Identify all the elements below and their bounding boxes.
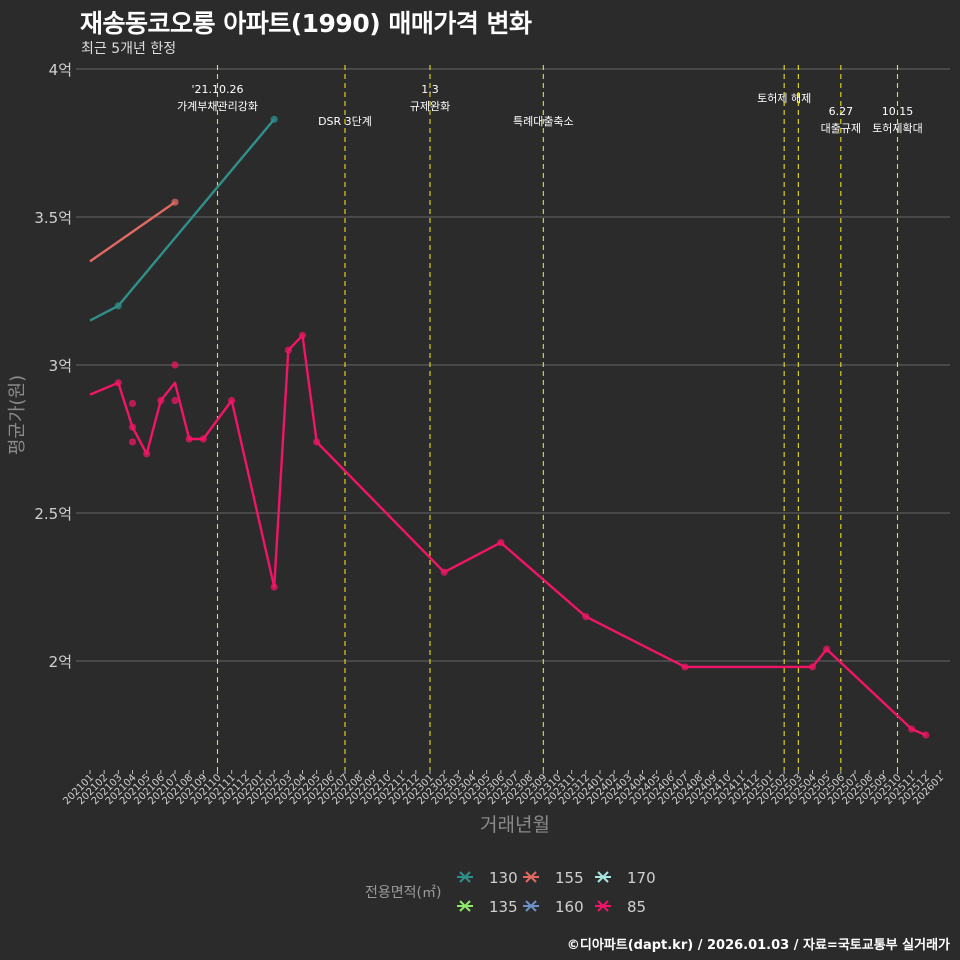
data-point-85 <box>270 583 278 591</box>
legend-key-cross <box>597 900 609 912</box>
legend-key-cross <box>459 900 471 912</box>
series-line-130 <box>89 118 276 322</box>
data-point-85 <box>823 645 831 653</box>
legend-title: 전용면적(㎡) <box>365 885 441 901</box>
legend-key-cross <box>597 871 609 883</box>
data-point-85 <box>185 435 193 443</box>
y-tick-label: 3.5억 <box>34 209 72 227</box>
legend-item-85: 85 <box>595 898 646 916</box>
data-point-85 <box>114 379 122 387</box>
legend-key-cross <box>525 871 537 883</box>
y-tick-label: 2.5억 <box>34 505 72 523</box>
y-tick-label: 4억 <box>49 61 72 79</box>
series-line-155 <box>89 201 176 263</box>
data-point-85 <box>171 361 179 369</box>
event-label: 토허제확대 <box>872 122 923 135</box>
data-point-85 <box>199 435 207 443</box>
event-label: 6.27 <box>829 105 854 118</box>
event-label: 특례대출축소 <box>513 115 574 128</box>
data-point-85 <box>582 613 590 621</box>
legend-label: 85 <box>627 898 646 916</box>
legend-key-cross <box>525 900 537 912</box>
data-point-85 <box>128 438 137 446</box>
event-label: 10.15 <box>882 105 914 118</box>
legend-item-130: 130 <box>457 869 518 887</box>
data-point-85 <box>313 438 321 446</box>
y-tick-label: 2억 <box>49 653 72 671</box>
x-axis-title: 거래년월 <box>480 814 550 836</box>
legend-item-160: 160 <box>523 898 584 916</box>
legend-key-cross <box>459 871 471 883</box>
data-point-85 <box>298 331 307 339</box>
event-label: 토허제 해제 <box>757 91 811 105</box>
event-label: '21.10.26 <box>191 83 243 96</box>
data-point-130 <box>270 115 278 123</box>
data-point-85 <box>681 663 689 671</box>
data-point-85 <box>157 396 165 405</box>
event-label: 규제완화 <box>410 100 450 113</box>
data-point-85 <box>497 539 505 547</box>
data-point-85 <box>128 423 137 431</box>
legend-item-135: 135 <box>457 898 518 916</box>
legend-label: 130 <box>489 869 518 887</box>
data-point-85 <box>808 663 817 671</box>
event-label: 가계부채관리강화 <box>177 100 258 113</box>
event-label: DSR 3단계 <box>318 115 372 128</box>
data-point-155 <box>171 198 179 206</box>
series-line-85 <box>89 334 927 737</box>
chart-title: 재송동코오롱 아파트(1990) 매매가격 변화 <box>80 9 532 38</box>
y-axis-title: 평균가(원) <box>7 375 28 455</box>
legend-label: 160 <box>555 898 584 916</box>
legend-label: 155 <box>555 869 584 887</box>
legend-item-170: 170 <box>595 869 656 887</box>
legend-label: 135 <box>489 898 518 916</box>
source-caption: ©디아파트(dapt.kr) / 2026.01.03 / 자료=국토교통부 실… <box>566 938 950 953</box>
data-point-85 <box>908 725 916 733</box>
legend-item-155: 155 <box>523 869 584 887</box>
data-point-85 <box>440 568 448 576</box>
event-label: 1.3 <box>421 83 439 96</box>
event-label: 대출규제 <box>821 122 861 135</box>
chart-subtitle: 최근 5개년 한정 <box>81 41 177 57</box>
data-point-85 <box>922 731 930 739</box>
data-point-85 <box>284 346 292 354</box>
legend-label: 170 <box>627 869 656 887</box>
data-point-85 <box>128 399 137 408</box>
data-point-85 <box>171 396 179 405</box>
data-point-85 <box>228 396 236 405</box>
data-point-85 <box>143 450 151 458</box>
data-point-130 <box>114 302 122 310</box>
y-tick-label: 3억 <box>49 357 72 375</box>
